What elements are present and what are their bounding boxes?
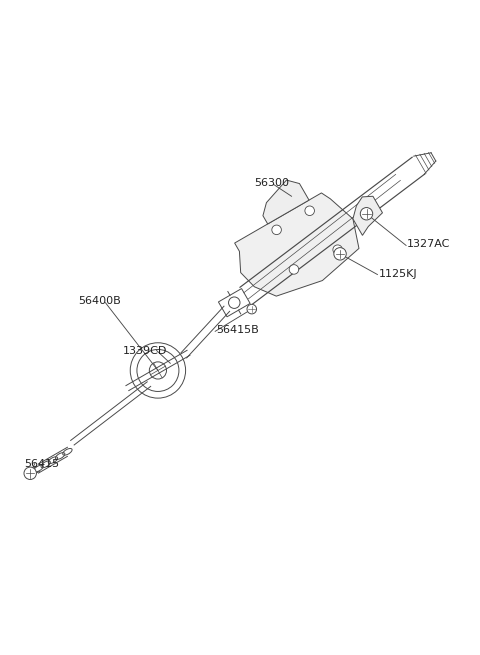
Circle shape — [24, 467, 36, 479]
Circle shape — [272, 225, 281, 234]
Polygon shape — [263, 180, 309, 224]
Circle shape — [333, 245, 342, 254]
Text: 56415B: 56415B — [216, 326, 259, 335]
Circle shape — [289, 265, 299, 274]
Polygon shape — [235, 193, 359, 296]
Text: 56415: 56415 — [24, 458, 60, 468]
Circle shape — [360, 208, 372, 220]
Polygon shape — [353, 196, 383, 235]
Text: 56400B: 56400B — [78, 296, 120, 307]
Circle shape — [247, 305, 256, 314]
Text: 56300: 56300 — [254, 178, 289, 188]
Text: 1125KJ: 1125KJ — [378, 269, 417, 278]
Circle shape — [334, 248, 346, 260]
Text: 1339CD: 1339CD — [123, 346, 168, 356]
Circle shape — [305, 206, 314, 215]
Text: 1327AC: 1327AC — [407, 240, 450, 250]
